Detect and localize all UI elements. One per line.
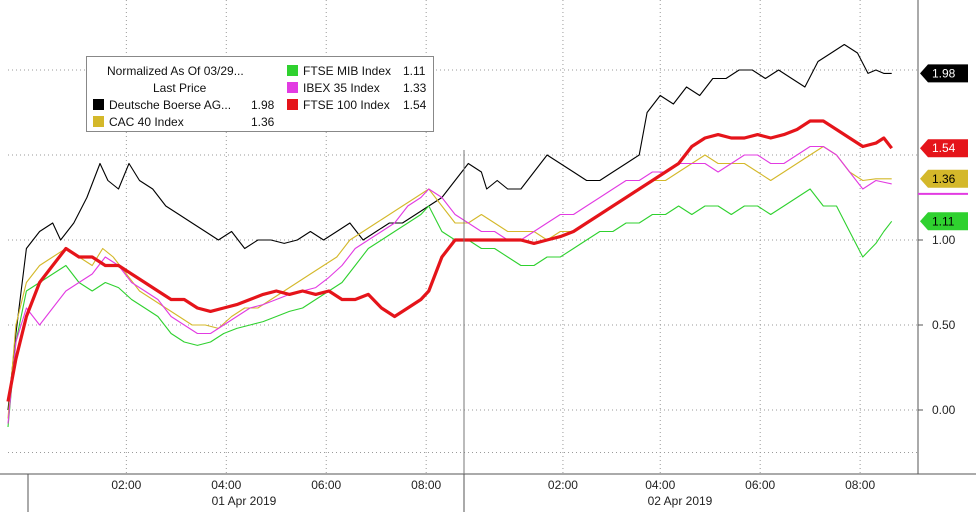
legend-item-ftse-mib[interactable]: FTSE MIB Index 1.11 — [287, 63, 425, 80]
legend-label-ibex-35: IBEX 35 Index — [303, 81, 380, 95]
legend-item-deutsche-boerse[interactable]: Deutsche Boerse AG... 1.98 — [93, 97, 274, 114]
last-price-badge-4: 1.54 — [920, 139, 968, 158]
x-tick-label: 06:00 — [745, 478, 775, 492]
x-tick-label: 02:00 — [548, 478, 578, 492]
x-tick-label: 06:00 — [311, 478, 341, 492]
legend-label-deutsche-boerse: Deutsche Boerse AG... — [109, 98, 232, 112]
x-tick-label: 08:00 — [845, 478, 875, 492]
legend-swatch-ftse-mib — [287, 65, 298, 77]
legend-item-ftse-100[interactable]: FTSE 100 Index 1.54 — [287, 97, 426, 114]
legend-col-right: FTSE MIB Index 1.11 IBEX 35 Index 1.33 F… — [287, 63, 426, 114]
legend-value-ftse-100: 1.54 — [403, 98, 427, 112]
legend-value-cac-40: 1.36 — [251, 115, 275, 129]
x-tick-label: 04:00 — [211, 478, 241, 492]
legend-box: Normalized As Of 03/29... Last Price Deu… — [86, 56, 434, 132]
legend-swatch-ftse-100 — [287, 99, 298, 111]
x-tick-label: 02:00 — [111, 478, 141, 492]
series-line-4 — [6, 119, 893, 402]
legend-item-ibex-35[interactable]: IBEX 35 Index 1.33 — [287, 80, 426, 97]
badge-shape — [920, 139, 968, 158]
badge-value: 1.98 — [932, 66, 956, 80]
badge-value: 1.54 — [932, 141, 956, 155]
legend-label-ftse-mib: FTSE MIB Index — [303, 64, 392, 78]
legend-swatch-deutsche-boerse — [93, 99, 104, 111]
legend-item-cac-40[interactable]: CAC 40 Index 1.36 — [93, 114, 274, 131]
series-line-3 — [7, 145, 892, 424]
badge-value: 1.11 — [932, 214, 955, 228]
badge-shape — [920, 212, 968, 231]
last-price-badge-2: 1.11 — [920, 212, 968, 231]
date-label: 02 Apr 2019 — [648, 494, 713, 508]
series-layer — [6, 43, 893, 428]
legend-label-ftse-100: FTSE 100 Index — [303, 98, 390, 112]
y-tick-label: 0.50 — [932, 318, 956, 332]
badge-shape — [920, 169, 968, 188]
last-price-badges: 1.98 1.36 1.11 1.54 — [918, 64, 968, 231]
legend-value-deutsche-boerse: 1.98 — [251, 98, 275, 112]
x-tick-label: 08:00 — [411, 478, 441, 492]
legend-col-left: Normalized As Of 03/29... Last Price Deu… — [93, 63, 274, 131]
date-label: 01 Apr 2019 — [212, 494, 277, 508]
y-tick-label: 0.00 — [932, 403, 956, 417]
last-price-badge-0: 1.98 — [920, 64, 968, 83]
x-tick-label: 04:00 — [645, 478, 675, 492]
series-line-0 — [7, 43, 892, 411]
legend-swatch-ibex-35 — [287, 82, 298, 94]
series-line-1 — [7, 145, 892, 419]
legend-subheader: Last Price — [153, 81, 207, 95]
y-tick-label: 1.00 — [932, 233, 956, 247]
series-line-2 — [7, 188, 893, 428]
badge-value: 1.36 — [932, 172, 956, 186]
legend-swatch-cac-40 — [93, 116, 104, 128]
last-price-badge-1: 1.36 — [920, 169, 968, 188]
badge-shape — [920, 64, 968, 83]
legend-header: Normalized As Of 03/29... — [107, 64, 244, 78]
legend-label-cac-40: CAC 40 Index — [109, 115, 184, 129]
legend-value-ftse-mib: 1.11 — [403, 64, 426, 78]
legend-value-ibex-35: 1.33 — [403, 81, 427, 95]
